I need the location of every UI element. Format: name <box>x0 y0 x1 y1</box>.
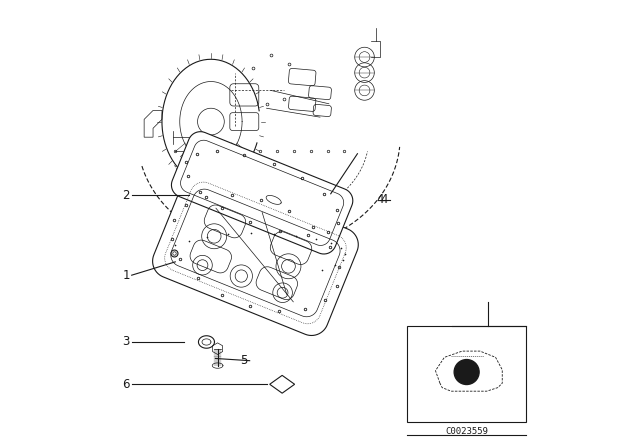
Circle shape <box>454 360 479 384</box>
Text: 1: 1 <box>122 269 130 282</box>
Text: 3: 3 <box>122 336 130 349</box>
Polygon shape <box>172 132 353 254</box>
Text: C0023559: C0023559 <box>445 427 488 436</box>
Text: 6: 6 <box>122 378 130 391</box>
Text: 4: 4 <box>381 193 388 206</box>
Bar <box>407 327 526 422</box>
Text: 5: 5 <box>241 354 248 367</box>
Text: 4: 4 <box>376 193 384 206</box>
Polygon shape <box>152 170 358 336</box>
Text: 2: 2 <box>122 189 130 202</box>
